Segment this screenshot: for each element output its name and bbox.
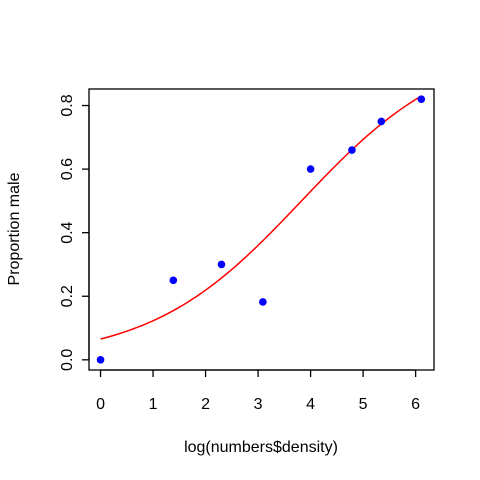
- data-point: [169, 276, 178, 285]
- y-tick-label: 0.0: [59, 349, 76, 371]
- fit-line-layer: [100, 95, 422, 340]
- x-tick-label: 5: [359, 396, 368, 413]
- x-tick-label: 0: [96, 396, 105, 413]
- fit-curve: [100, 95, 422, 340]
- y-axis: 0.0 0.2 0.4 0.6 0.8: [59, 94, 90, 371]
- x-axis: 0 1 2 3 4 5 6: [96, 369, 420, 413]
- data-point: [96, 356, 105, 364]
- plot-frame: [88, 88, 435, 371]
- y-tick-label: 0.6: [59, 158, 76, 180]
- data-point: [306, 165, 315, 173]
- x-axis-label: log(numbers$density): [184, 439, 338, 456]
- y-tick-label: 0.2: [59, 285, 76, 307]
- x-tick-label: 6: [411, 396, 420, 413]
- x-tick-label: 2: [201, 396, 210, 413]
- y-tick-label: 0.8: [59, 94, 76, 116]
- points-layer: [96, 95, 426, 364]
- data-point: [348, 146, 356, 154]
- data-point: [259, 298, 267, 306]
- data-point: [217, 260, 226, 269]
- x-tick-label: 3: [254, 396, 263, 413]
- data-point: [417, 95, 426, 103]
- x-tick-label: 4: [306, 396, 315, 413]
- x-tick-label: 1: [149, 396, 158, 413]
- y-tick-label: 0.4: [59, 221, 76, 243]
- y-axis-label: Proportion male: [6, 172, 23, 285]
- data-point: [377, 117, 386, 126]
